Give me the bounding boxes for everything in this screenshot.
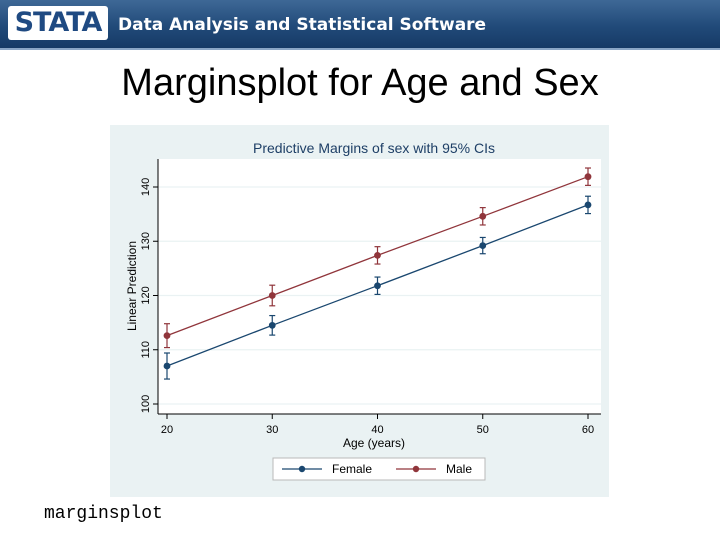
data-point <box>584 173 592 181</box>
legend-label: Female <box>332 462 372 476</box>
x-tick-label: 60 <box>582 424 594 436</box>
y-tick-label: 140 <box>140 178 152 196</box>
y-axis-label: Linear Prediction <box>125 241 139 331</box>
stata-logo <box>8 6 108 40</box>
command-text: marginsplot <box>44 504 163 524</box>
x-tick-label: 30 <box>266 424 278 436</box>
grid-lines <box>158 186 601 405</box>
header-tagline: Data Analysis and Statistical Software <box>118 15 487 35</box>
stata-logo-text: STATA <box>14 7 103 38</box>
x-tick-label: 40 <box>371 424 383 436</box>
data-point <box>163 332 171 340</box>
data-point <box>374 251 381 259</box>
series-layer <box>163 167 592 380</box>
data-point <box>163 362 171 370</box>
legend-marker <box>298 465 306 473</box>
data-point <box>479 242 487 249</box>
data-point <box>268 321 276 329</box>
series-female <box>163 195 592 380</box>
header-banner <box>0 0 720 48</box>
legend-label: Male <box>446 462 472 476</box>
margins-chart: Predictive Margins of sex with 95% CIs 1… <box>110 125 609 497</box>
series-male <box>163 167 592 349</box>
x-tick-label: 20 <box>161 424 173 436</box>
header-divider <box>0 48 720 50</box>
y-tick-label: 120 <box>140 286 152 304</box>
legend: Female Male <box>272 457 486 481</box>
axes: 100 110 120 130 140 20 30 40 50 60 <box>140 159 601 436</box>
y-tick-label: 130 <box>140 232 152 250</box>
data-point <box>374 282 381 290</box>
x-tick-label: 50 <box>477 424 489 436</box>
y-tick-label: 110 <box>140 341 152 359</box>
legend-marker <box>412 465 420 473</box>
x-axis-label: Age (years) <box>343 436 405 450</box>
legend-box <box>272 457 486 481</box>
data-point <box>268 292 276 299</box>
data-point <box>479 212 487 220</box>
slide-title: Marginsplot for Age and Sex <box>121 62 599 104</box>
chart-title: Predictive Margins of sex with 95% CIs <box>253 140 495 156</box>
data-point <box>584 201 592 209</box>
y-tick-label: 100 <box>140 395 152 413</box>
